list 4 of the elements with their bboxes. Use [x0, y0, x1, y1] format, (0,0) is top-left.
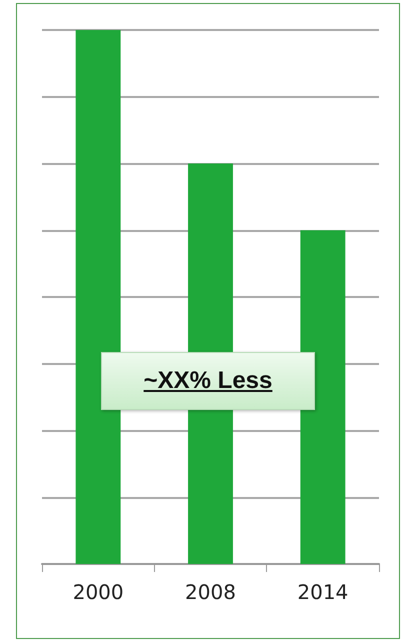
- x-tick-label: 2000: [72, 580, 124, 604]
- callout-box: ~XX% Less: [101, 352, 315, 410]
- x-tick-label: 2014: [297, 580, 348, 604]
- x-tick-label: 2008: [185, 580, 236, 604]
